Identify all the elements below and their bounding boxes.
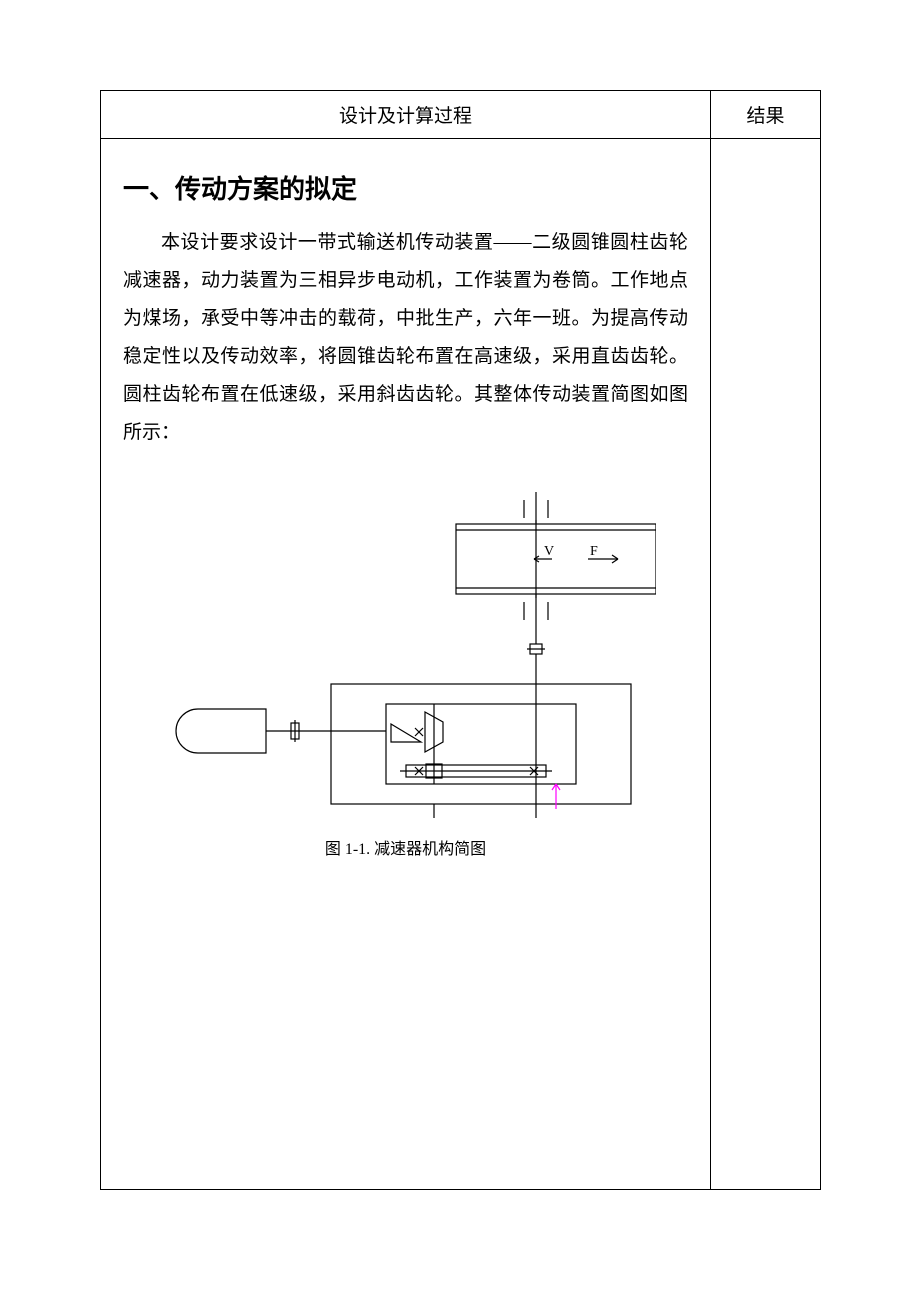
- header-row: 设计及计算过程 结果: [101, 91, 821, 139]
- figure-caption: 图 1-1. 减速器机构简图: [123, 835, 688, 859]
- svg-text:F: F: [590, 544, 598, 559]
- body-result-cell: [711, 139, 821, 1190]
- section-title: 一、传动方案的拟定: [123, 169, 688, 206]
- header-main: 设计及计算过程: [101, 91, 711, 139]
- mechanism-diagram: VF: [156, 464, 656, 824]
- svg-text:V: V: [544, 544, 554, 559]
- body-row: 一、传动方案的拟定 本设计要求设计一带式输送机传动装置——二级圆锥圆柱齿轮减速器…: [101, 139, 821, 1190]
- body-main-cell: 一、传动方案的拟定 本设计要求设计一带式输送机传动装置——二级圆锥圆柱齿轮减速器…: [101, 139, 711, 1190]
- page: 设计及计算过程 结果 一、传动方案的拟定 本设计要求设计一带式输送机传动装置——…: [0, 0, 920, 1302]
- header-result: 结果: [711, 91, 821, 139]
- layout-table: 设计及计算过程 结果 一、传动方案的拟定 本设计要求设计一带式输送机传动装置——…: [100, 90, 821, 1190]
- paragraph: 本设计要求设计一带式输送机传动装置——二级圆锥圆柱齿轮减速器，动力装置为三相异步…: [123, 224, 688, 452]
- figure: VF 图 1-1. 减速器机构简图: [123, 464, 688, 859]
